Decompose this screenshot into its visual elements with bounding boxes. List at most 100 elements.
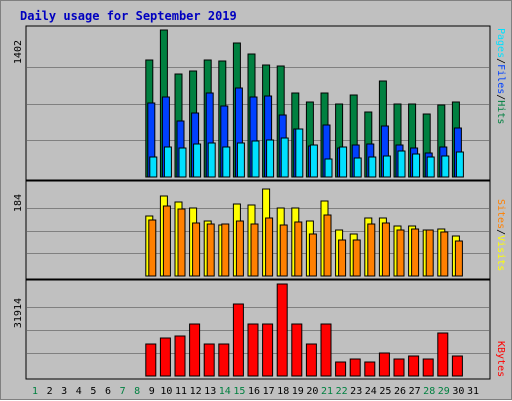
x-tick-label: 9 [149,386,155,397]
bar-kbytes-day-27 [408,355,420,377]
bar-pages-day-28 [426,156,435,178]
bar-pages-day-13 [207,142,216,178]
x-tick-label: 16 [248,386,260,397]
bar-kbytes-day-9 [145,343,157,377]
x-tick-label: 22 [336,386,348,397]
bar-pages-day-9 [149,156,158,178]
x-tick-label: 24 [365,386,377,397]
y-max-label: 1402 [13,40,24,64]
bar-sites-day-26 [396,229,405,277]
bar-sites-day-24 [367,223,376,277]
bar-pages-day-18 [280,137,289,178]
x-tick-label: 13 [204,386,216,397]
bar-kbytes-day-18 [276,283,288,377]
bar-kbytes-day-22 [335,361,347,377]
bar-sites-day-20 [308,233,317,277]
chart-title: Daily usage for September 2019 [20,9,237,23]
x-tick-label: 6 [105,386,111,397]
x-tick-label: 15 [233,386,245,397]
bar-pages-day-15 [236,142,245,178]
bar-pages-day-17 [266,139,275,178]
x-tick-label: 2 [47,386,53,397]
bar-kbytes-day-30 [451,355,463,377]
x-tick-label: 26 [394,386,406,397]
bar-sites-day-28 [425,229,434,277]
x-tick-label: 10 [160,386,172,397]
bar-pages-day-30 [455,151,464,178]
bar-kbytes-day-16 [247,323,259,377]
bar-sites-day-13 [206,223,215,277]
x-tick-label: 14 [219,386,231,397]
bar-kbytes-day-10 [159,337,171,377]
bar-sites-day-23 [352,239,361,277]
bar-sites-day-19 [294,221,303,277]
bar-pages-day-21 [324,158,333,178]
bar-pages-day-29 [441,155,450,178]
bar-pages-day-11 [178,147,187,178]
bar-kbytes-day-12 [189,323,201,377]
bar-sites-day-10 [162,205,171,277]
bar-pages-day-19 [295,128,304,178]
bar-pages-day-27 [412,153,421,178]
x-tick-label: 11 [175,386,187,397]
y-max-label: 31914 [13,298,24,328]
x-tick-label: 7 [120,386,126,397]
bar-kbytes-day-19 [291,323,303,377]
x-tick-label: 3 [61,386,67,397]
x-tick-label: 17 [263,386,275,397]
x-tick-label: 31 [467,386,479,397]
x-tick-label: 5 [90,386,96,397]
x-tick-label: 1 [32,386,38,397]
bar-pages-day-25 [382,155,391,178]
x-tick-label: 30 [452,386,464,397]
bar-sites-day-30 [454,240,463,277]
bar-sites-day-14 [221,223,230,277]
bar-pages-day-22 [339,146,348,178]
y-max-label: 184 [13,194,24,212]
bar-sites-day-27 [411,228,420,277]
bar-pages-day-10 [163,146,172,178]
bar-kbytes-day-29 [437,332,449,377]
legend-kbytes: KBytes [495,341,506,377]
bar-sites-day-29 [440,231,449,277]
legend-pages-files-hits: Pages/Files/Hits [495,28,506,124]
bar-kbytes-day-26 [393,358,405,377]
x-tick-label: 25 [379,386,391,397]
bar-sites-day-21 [323,214,332,277]
bar-sites-day-22 [338,239,347,277]
bar-kbytes-day-25 [378,352,390,377]
bar-sites-day-25 [381,222,390,277]
bar-sites-day-9 [148,219,157,277]
bar-kbytes-day-17 [262,323,274,377]
bar-kbytes-day-21 [320,323,332,377]
x-tick-label: 20 [306,386,318,397]
x-tick-label: 4 [76,386,82,397]
bar-sites-day-11 [177,208,186,277]
bar-kbytes-day-15 [232,303,244,377]
bar-kbytes-day-13 [203,343,215,377]
bar-pages-day-16 [251,140,260,178]
x-tick-label: 18 [277,386,289,397]
bar-pages-day-20 [309,144,318,178]
legend-sites-visits: Sites/Visits [495,199,506,271]
bar-pages-day-12 [193,143,202,178]
bar-kbytes-day-24 [364,361,376,377]
x-tick-label: 21 [321,386,333,397]
bar-kbytes-day-20 [305,343,317,377]
bar-pages-day-14 [222,146,231,178]
bar-pages-day-23 [353,157,362,178]
bar-pages-day-24 [368,156,377,178]
bar-sites-day-18 [279,224,288,277]
bar-kbytes-day-23 [349,358,361,377]
x-tick-label: 23 [350,386,362,397]
x-tick-label: 12 [190,386,202,397]
bar-sites-day-17 [265,217,274,277]
bar-sites-day-15 [235,220,244,277]
x-tick-label: 8 [134,386,140,397]
bar-sites-day-16 [250,223,259,277]
x-tick-label: 27 [409,386,421,397]
bar-sites-day-12 [192,222,201,277]
bar-kbytes-day-11 [174,335,186,377]
x-tick-label: 19 [292,386,304,397]
